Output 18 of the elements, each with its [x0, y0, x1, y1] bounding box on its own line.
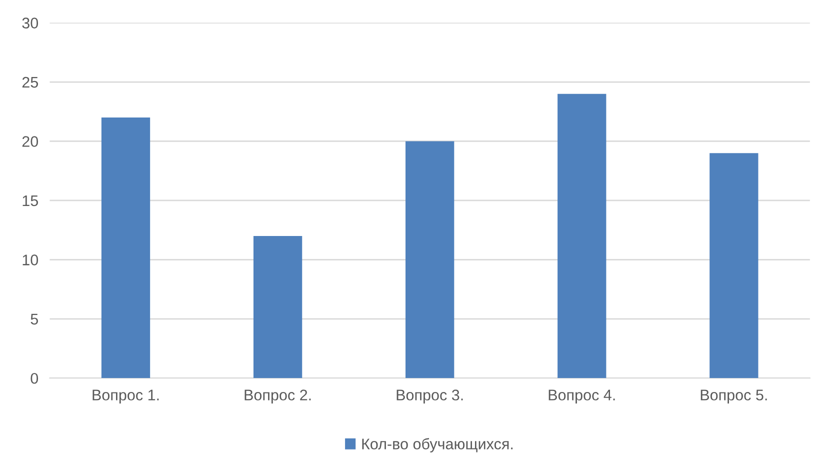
legend-label: Кол-во обучающихся. — [362, 438, 513, 452]
y-tick-label: 30 — [22, 18, 38, 28]
y-tick-label: 15 — [22, 195, 38, 206]
bar — [101, 118, 150, 378]
y-tick-label: 20 — [22, 136, 38, 147]
bar — [710, 153, 758, 378]
bar — [253, 236, 302, 378]
x-tick-label: Вопрос 3. — [396, 390, 463, 404]
bar — [558, 94, 606, 378]
y-tick-label: 25 — [22, 76, 38, 88]
x-tick-label: Вопрос 5. — [700, 390, 767, 404]
x-tick-label: Вопрос 2. — [244, 390, 311, 404]
y-tick-label: 10 — [22, 254, 38, 266]
bar — [406, 141, 454, 378]
x-tick-label: Вопрос 4. — [548, 390, 615, 404]
y-tick-label: 0 — [30, 372, 38, 384]
y-tick-label: 5 — [30, 314, 38, 325]
x-tick-label: Вопрос 1. — [92, 390, 159, 404]
